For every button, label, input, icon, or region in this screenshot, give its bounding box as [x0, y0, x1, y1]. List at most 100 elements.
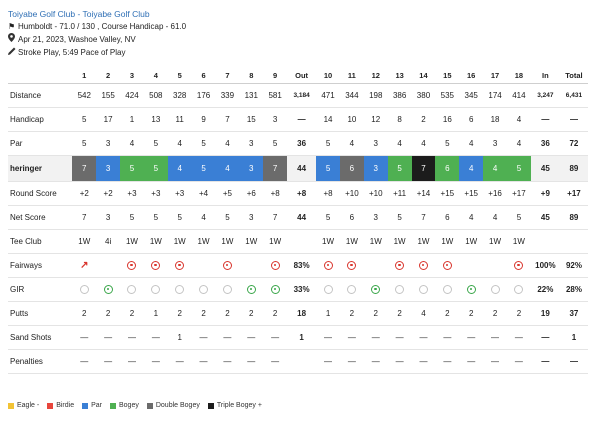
hole-value: 5 [316, 205, 340, 230]
hole-number: 4 [143, 69, 168, 84]
hole-value: — [387, 349, 412, 374]
in-total: — [530, 325, 560, 350]
legend-item: Birdie [47, 402, 74, 409]
hole-value: 4 [506, 131, 531, 156]
legend-label: Birdie [56, 402, 75, 409]
legend-label: Par [91, 402, 102, 409]
hole-value: 1W [459, 229, 484, 254]
hole-number: 10 [316, 69, 340, 84]
hole-stat-cell [387, 277, 412, 302]
target-hit-icon [270, 284, 280, 294]
putts-row: Putts 2 2 2 1 2 2 2 2 2 18 1 2 2 2 4 2 2 2 2 19 37 [8, 301, 588, 326]
hole-number: 3 [120, 69, 144, 84]
hole-value: 5 [506, 205, 531, 230]
hole-value: 5 [143, 131, 168, 156]
out-total [287, 349, 317, 374]
missed-target-icon [395, 260, 405, 270]
in-total: +9 [530, 181, 560, 206]
grand-total [559, 229, 588, 254]
missed-target-icon [323, 260, 333, 270]
hole-value: 1W [191, 229, 216, 254]
hole-value: — [215, 349, 240, 374]
hole-stat-cell [215, 253, 240, 278]
hole-stat-cell [339, 253, 364, 278]
hole-stat-cell [506, 253, 531, 278]
hole-value: 2 [215, 301, 240, 326]
target-empty-icon [490, 284, 500, 294]
hole-stat-cell [239, 253, 264, 278]
hole-value: +11 [387, 181, 412, 206]
out-total: 18 [287, 301, 317, 326]
hole-value: 18 [483, 107, 507, 132]
hole-number: 1 [72, 69, 97, 84]
hole-number: Out [287, 69, 317, 84]
row-label: Par [8, 131, 73, 156]
hole-value: 3 [239, 205, 264, 230]
hole-value: — [506, 349, 531, 374]
hole-value: +8 [316, 181, 340, 206]
hole-value: 2 [435, 301, 460, 326]
hole-value: 1W [72, 229, 97, 254]
hole-value: 174 [483, 83, 507, 108]
legend-swatch [110, 402, 116, 409]
hole-value: — [239, 349, 264, 374]
player-hole-score: 5 [316, 155, 340, 182]
hole-value: 3 [363, 205, 388, 230]
hole-number: 6 [191, 69, 216, 84]
hole-value: 1W [215, 229, 240, 254]
hole-value: +15 [459, 181, 484, 206]
hole-value: 508 [143, 83, 168, 108]
hole-value: — [435, 325, 460, 350]
hole-number: 15 [435, 69, 460, 84]
hole-value: 3 [239, 131, 264, 156]
hole-value: 5 [167, 205, 192, 230]
hole-value: 4 [411, 131, 436, 156]
player-hole-score: 4 [459, 155, 484, 182]
hole-number: 13 [387, 69, 412, 84]
hole-value: 14 [316, 107, 340, 132]
hole-value: — [316, 349, 340, 374]
hole-value: 2 [411, 107, 436, 132]
hole-value: — [96, 349, 121, 374]
target-empty-icon [199, 284, 209, 294]
course-title-link[interactable]: Toiyabe Golf Club - Toiyabe Golf Club [8, 9, 150, 19]
hole-value: +8 [263, 181, 288, 206]
hole-value: 6 [459, 107, 484, 132]
hole-value: 1W [120, 229, 144, 254]
missed-target-icon [127, 260, 137, 270]
hole-value: +14 [411, 181, 436, 206]
hole-value: +10 [363, 181, 388, 206]
hole-value: 17 [96, 107, 121, 132]
hole-value: — [96, 325, 121, 350]
player-hole-score: 7 [263, 155, 288, 182]
hole-value: 2 [387, 301, 412, 326]
hole-value: 9 [191, 107, 216, 132]
legend-item: Bogey [110, 402, 139, 409]
legend-item: Triple Bogey + [207, 402, 262, 409]
hole-value: +6 [239, 181, 264, 206]
out-total: 44 [287, 155, 317, 182]
hole-value: 4 [191, 205, 216, 230]
hole-number: 7 [215, 69, 240, 84]
legend-item: Eagle - [8, 402, 39, 409]
sand-shots-row: Sand Shots — — — —1— — — —1— — — — — — — — — —1 [8, 325, 588, 350]
row-label: Putts [8, 301, 73, 326]
par-row: Par 5 3 4 5 4 5 4 3 5 36 5 4 3 4 4 5 4 3 4 36 72 [8, 131, 588, 156]
out-total: 1 [287, 325, 317, 350]
hole-value: — [363, 325, 388, 350]
hole-stat-cell [387, 253, 412, 278]
hole-value: +15 [435, 181, 460, 206]
row-label: Penalties [8, 349, 73, 374]
hole-value: 2 [363, 301, 388, 326]
hole-number: 14 [411, 69, 436, 84]
hole-value: 16 [435, 107, 460, 132]
hole-value: 2 [239, 301, 264, 326]
out-total: 3,184 [287, 83, 317, 108]
net-score-row: Net Score 7 3 5 5 5 4 5 3 7 44 5 6 3 5 7 6 4 4 5 45 89 [8, 205, 588, 230]
hole-value: — [459, 349, 484, 374]
hole-value: — [143, 325, 168, 350]
hole-value: 5 [215, 205, 240, 230]
hole-value: — [459, 325, 484, 350]
hole-value: 5 [191, 131, 216, 156]
hole-value: — [143, 349, 168, 374]
